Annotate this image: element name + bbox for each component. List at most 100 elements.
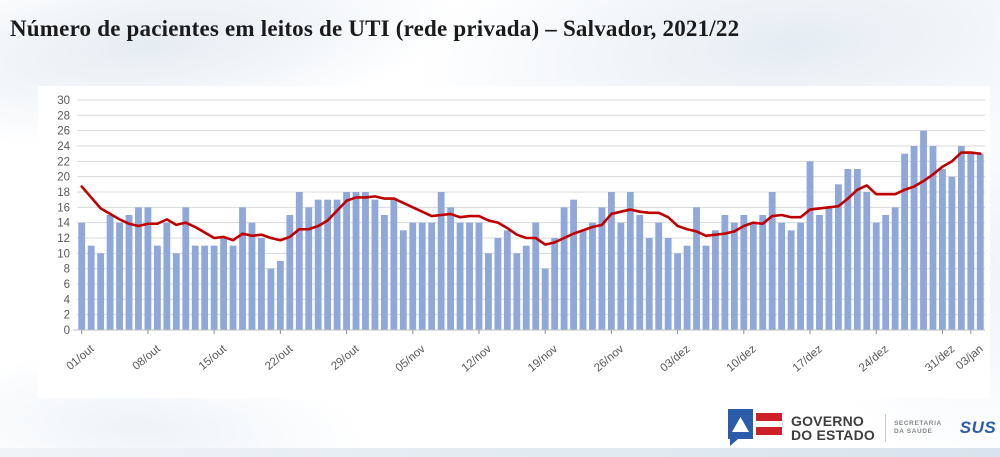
bar bbox=[948, 176, 956, 330]
y-axis-label: 10 bbox=[57, 248, 70, 260]
y-axis-label: 0 bbox=[64, 325, 70, 337]
bar bbox=[891, 207, 899, 330]
bar bbox=[220, 238, 228, 330]
bar bbox=[78, 222, 86, 330]
bar bbox=[551, 238, 559, 330]
bar bbox=[579, 230, 587, 330]
bar bbox=[418, 222, 426, 330]
bar bbox=[248, 222, 256, 330]
sus-label: SUS bbox=[959, 418, 997, 437]
bar bbox=[636, 215, 644, 330]
bar bbox=[589, 222, 596, 330]
bar bbox=[267, 268, 275, 330]
bar bbox=[333, 199, 341, 330]
bar bbox=[380, 215, 388, 330]
bar bbox=[286, 215, 294, 330]
y-axis-label: 12 bbox=[57, 233, 70, 245]
bar bbox=[607, 192, 615, 330]
bar bbox=[645, 238, 653, 330]
bar bbox=[806, 161, 814, 330]
bar bbox=[276, 261, 284, 330]
y-axis-label: 2 bbox=[64, 310, 70, 322]
bar bbox=[466, 222, 473, 330]
bar bbox=[730, 222, 738, 330]
bar bbox=[674, 253, 682, 330]
bar bbox=[409, 222, 417, 330]
y-axis-label: 4 bbox=[64, 294, 71, 306]
bar bbox=[872, 222, 880, 330]
bar bbox=[939, 169, 946, 330]
bar bbox=[541, 268, 549, 330]
bar bbox=[201, 245, 209, 330]
bar bbox=[295, 192, 303, 330]
bar bbox=[305, 207, 313, 330]
footer-divider bbox=[885, 414, 886, 442]
bar bbox=[920, 130, 927, 330]
bar bbox=[626, 192, 634, 330]
bar bbox=[97, 253, 105, 330]
y-axis-label: 24 bbox=[57, 141, 70, 153]
bar bbox=[967, 153, 975, 330]
bar bbox=[816, 215, 823, 330]
bar bbox=[371, 199, 379, 330]
bar bbox=[759, 215, 767, 330]
bar bbox=[163, 222, 171, 330]
bar bbox=[239, 207, 246, 330]
bar bbox=[863, 192, 871, 330]
bar bbox=[135, 207, 142, 330]
bar bbox=[314, 199, 322, 330]
bar bbox=[844, 169, 852, 330]
bar bbox=[210, 245, 218, 330]
bar bbox=[721, 215, 729, 330]
bar bbox=[797, 222, 804, 330]
bar bbox=[390, 199, 398, 330]
bar bbox=[144, 207, 152, 330]
bar bbox=[740, 215, 748, 330]
bar bbox=[664, 238, 672, 330]
bar bbox=[485, 253, 492, 330]
y-axis-label: 22 bbox=[57, 156, 70, 168]
bar bbox=[882, 215, 890, 330]
bar bbox=[532, 222, 540, 330]
bar bbox=[125, 215, 133, 330]
y-axis-label: 14 bbox=[57, 218, 70, 230]
bar bbox=[475, 222, 483, 330]
bar bbox=[87, 245, 95, 330]
bar bbox=[825, 207, 833, 330]
bar bbox=[447, 207, 455, 330]
y-axis-label: 8 bbox=[64, 264, 70, 276]
y-axis-label: 28 bbox=[57, 110, 70, 122]
bar bbox=[702, 245, 710, 330]
bar bbox=[655, 222, 663, 330]
sus-logo: SUS bbox=[960, 413, 1000, 443]
bar bbox=[258, 238, 265, 330]
bar bbox=[957, 146, 965, 330]
page-title: Número de pacientes em leitos de UTI (re… bbox=[10, 16, 740, 41]
bar bbox=[910, 146, 918, 330]
y-axis-label: 30 bbox=[57, 95, 70, 107]
bar bbox=[116, 222, 123, 330]
bar bbox=[513, 253, 521, 330]
bar bbox=[522, 245, 530, 330]
y-axis-label: 16 bbox=[57, 202, 70, 214]
y-axis-label: 20 bbox=[57, 172, 70, 184]
bar bbox=[598, 207, 606, 330]
bar bbox=[182, 207, 190, 330]
bar bbox=[778, 222, 786, 330]
bar bbox=[712, 230, 719, 330]
secretaria-da-saude-label: SECRETARIA DA SAÚDE bbox=[894, 420, 942, 435]
bar bbox=[749, 222, 757, 330]
y-axis-label: 26 bbox=[57, 126, 70, 138]
bottom-band bbox=[0, 448, 1000, 457]
bar bbox=[683, 245, 691, 330]
governo-do-estado-label: GOVERNO DO ESTADO bbox=[791, 413, 875, 443]
bar bbox=[503, 230, 511, 330]
bahia-flag-icon bbox=[728, 409, 782, 446]
bar bbox=[437, 192, 445, 330]
bar bbox=[399, 230, 407, 330]
bar bbox=[191, 245, 199, 330]
bar bbox=[617, 222, 625, 330]
bar bbox=[494, 238, 502, 330]
